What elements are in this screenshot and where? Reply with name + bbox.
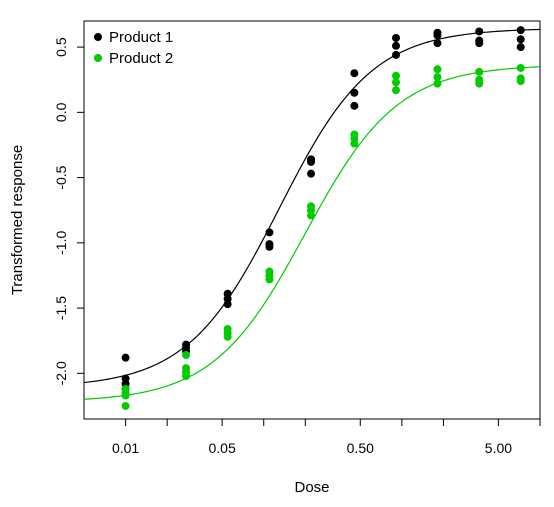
y-tick-label: -1.5 xyxy=(53,296,69,320)
data-point-product-2 xyxy=(475,79,484,88)
plot-frame xyxy=(83,20,541,420)
fit-curve-2 xyxy=(83,66,541,400)
y-tick-label: 0.5 xyxy=(53,37,69,57)
data-point-product-2 xyxy=(392,86,401,95)
data-point-product-2 xyxy=(516,77,525,86)
legend-label-product-1: Product 1 xyxy=(109,29,173,46)
fit-curve-1 xyxy=(83,28,541,384)
data-point-product-2 xyxy=(350,139,359,148)
data-point-product-1 xyxy=(350,69,359,78)
data-point-product-1 xyxy=(350,101,359,110)
data-point-product-1 xyxy=(265,242,274,251)
data-point-product-2 xyxy=(516,63,525,72)
data-point-product-1 xyxy=(475,39,484,48)
y-tick-label: -1.0 xyxy=(53,231,69,255)
data-point-product-1 xyxy=(392,41,401,50)
data-point-product-1 xyxy=(433,39,442,48)
data-point-product-1 xyxy=(121,353,130,362)
y-tick-label: 0.0 xyxy=(53,102,69,122)
y-axis: -2.0 -1.5 -1.0 -0.5 0.0 0.5 xyxy=(53,37,84,385)
data-point-product-1 xyxy=(475,27,484,36)
data-point-product-1 xyxy=(516,43,525,52)
data-point-product-1 xyxy=(433,31,442,40)
data-point-product-2 xyxy=(265,275,274,284)
fit-curves xyxy=(83,28,541,400)
legend: Product 1 Product 2 xyxy=(94,29,173,67)
data-point-product-1 xyxy=(392,33,401,42)
data-point-product-1 xyxy=(307,169,316,178)
x-axis: 0.01 0.05 0.50 5.00 xyxy=(112,419,541,456)
x-tick-label: 5.00 xyxy=(485,440,512,456)
data-point-product-2 xyxy=(121,391,130,400)
y-tick-label: -2.0 xyxy=(53,361,69,385)
y-axis-title: Transformed response xyxy=(9,145,26,295)
data-point-product-2 xyxy=(182,351,191,360)
y-tick-label: -0.5 xyxy=(53,165,69,189)
data-point-product-1 xyxy=(307,157,316,166)
data-point-product-1 xyxy=(516,35,525,44)
data-point-product-2 xyxy=(223,332,232,341)
data-point-product-2 xyxy=(475,67,484,76)
x-tick-label: 0.50 xyxy=(347,440,374,456)
data-point-product-2 xyxy=(433,79,442,88)
data-point-product-1 xyxy=(392,50,401,59)
data-point-product-2 xyxy=(433,65,442,74)
x-axis-title: Dose xyxy=(294,479,329,496)
x-tick-label: 0.01 xyxy=(112,440,139,456)
data-point-product-1 xyxy=(223,300,232,309)
legend-marker-product-1 xyxy=(94,33,102,41)
x-tick-label: 0.05 xyxy=(209,440,236,456)
data-points xyxy=(121,26,525,410)
data-point-product-1 xyxy=(350,88,359,97)
data-point-product-1 xyxy=(265,228,274,237)
legend-marker-product-2 xyxy=(94,54,102,62)
legend-label-product-2: Product 2 xyxy=(109,50,173,67)
data-point-product-2 xyxy=(392,78,401,87)
data-point-product-1 xyxy=(516,26,525,35)
data-point-product-2 xyxy=(121,401,130,410)
data-point-product-2 xyxy=(392,71,401,80)
data-point-product-2 xyxy=(182,371,191,380)
data-point-product-2 xyxy=(433,73,442,82)
data-point-product-2 xyxy=(307,211,316,220)
